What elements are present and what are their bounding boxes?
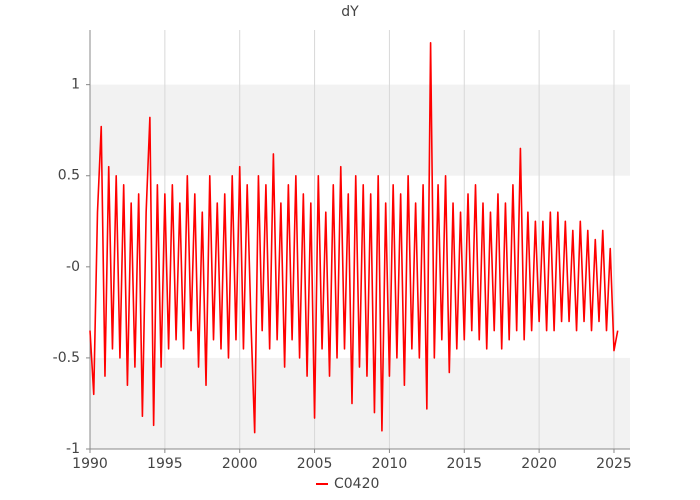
y-tick-label: -1 — [66, 441, 80, 457]
band — [90, 357, 630, 449]
x-tick-label: 2000 — [222, 456, 258, 472]
data-line — [89, 41, 619, 434]
band — [90, 84, 630, 176]
y-tick-label: -0 — [66, 259, 80, 275]
y-tick-label: -0.5 — [53, 350, 80, 366]
x-tick-label: 2020 — [521, 456, 557, 472]
x-tick-label: 2015 — [446, 456, 482, 472]
y-tick-label: 0.5 — [58, 168, 80, 184]
y-tick-label: 1 — [71, 77, 80, 93]
x-tick-label: 2010 — [372, 456, 408, 472]
x-tick-label: 2025 — [596, 456, 632, 472]
chart-title: dY — [341, 4, 359, 20]
legend-label: C0420 — [334, 476, 379, 492]
x-tick-label: 1990 — [72, 456, 108, 472]
x-tick-label: 2005 — [297, 456, 333, 472]
x-tick-label: 1995 — [147, 456, 183, 472]
